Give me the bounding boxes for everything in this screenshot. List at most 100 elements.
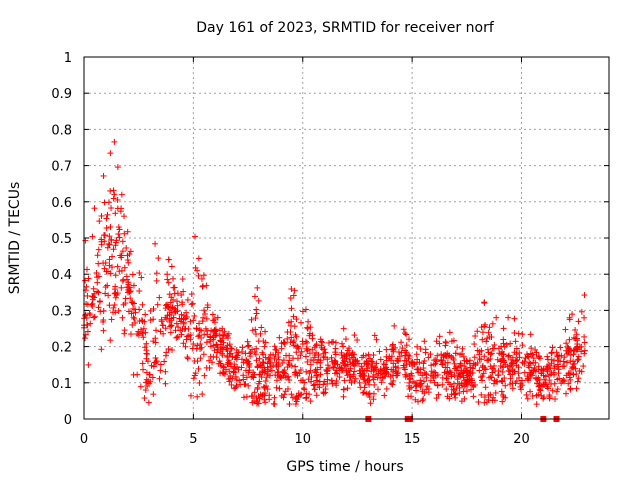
data-point [371, 352, 377, 358]
data-point [237, 382, 243, 388]
data-point [107, 188, 113, 194]
data-point [167, 291, 173, 297]
data-point [423, 350, 429, 356]
data-point [520, 342, 526, 348]
data-point [107, 150, 113, 156]
data-point [122, 265, 128, 271]
data-point [173, 335, 179, 341]
data-point [119, 315, 125, 321]
data-point [404, 342, 410, 348]
data-point [340, 344, 346, 350]
data-point [288, 295, 294, 301]
data-point [567, 387, 573, 393]
y-tick-label: 0.7 [51, 160, 72, 175]
data-point [103, 216, 109, 222]
data-point [541, 394, 547, 400]
data-point [286, 401, 292, 407]
data-point [142, 395, 148, 401]
data-point [187, 319, 193, 325]
data-point [557, 345, 563, 351]
x-tick-label: 5 [189, 432, 197, 447]
data-point [191, 313, 197, 319]
data-point [435, 383, 441, 389]
data-point [254, 285, 260, 291]
data-point [340, 394, 346, 400]
data-point [116, 308, 122, 314]
data-point [103, 284, 109, 290]
data-point [490, 321, 496, 327]
data-point [164, 316, 170, 322]
data-point [312, 381, 318, 387]
data-point [95, 252, 101, 258]
data-point [314, 392, 320, 398]
data-point [341, 378, 347, 384]
data-point [118, 208, 124, 214]
data-point [82, 335, 88, 341]
data-point [85, 362, 91, 368]
data-point [196, 366, 202, 372]
data-point [190, 301, 196, 307]
data-point [274, 385, 280, 391]
data-point [157, 368, 163, 374]
data-point [303, 353, 309, 359]
data-point [439, 361, 445, 367]
data-point [185, 297, 191, 303]
data-point [107, 337, 113, 343]
data-point [574, 386, 580, 392]
data-point [142, 344, 148, 350]
data-point [475, 399, 481, 405]
data-point [561, 363, 567, 369]
data-point [561, 354, 567, 360]
data-point [189, 291, 195, 297]
data-point [291, 292, 297, 298]
data-point [101, 173, 107, 179]
data-point [84, 293, 90, 299]
data-point [414, 351, 420, 357]
y-axis-ticks: 00.10.20.30.40.50.60.70.80.91 [51, 51, 609, 428]
data-point [199, 284, 205, 290]
data-point [484, 335, 490, 341]
data-point [384, 386, 390, 392]
data-point [242, 350, 248, 356]
data-point [343, 336, 349, 342]
data-point [398, 339, 404, 345]
data-point [288, 391, 294, 397]
data-point [239, 344, 245, 350]
data-point [104, 212, 110, 218]
data-point [580, 363, 586, 369]
data-point [414, 367, 420, 373]
data-point [341, 387, 347, 393]
data-point [289, 363, 295, 369]
data-point [329, 381, 335, 387]
data-point [196, 255, 202, 261]
data-point [528, 331, 534, 337]
data-point [201, 332, 207, 338]
data-point [123, 295, 129, 301]
data-point [483, 384, 489, 390]
data-point [292, 364, 298, 370]
data-point [255, 386, 261, 392]
data-point [263, 378, 269, 384]
data-point [406, 336, 412, 342]
data-point [190, 317, 196, 323]
data-point [164, 276, 170, 282]
data-point [184, 354, 190, 360]
data-point [104, 283, 110, 289]
data-point [484, 357, 490, 363]
data-point [125, 260, 131, 266]
data-point [576, 354, 582, 360]
data-point [128, 331, 134, 337]
data-point [476, 368, 482, 374]
data-point [501, 325, 507, 331]
data-point [143, 341, 149, 347]
data-point [246, 343, 252, 349]
y-tick-label: 0.8 [51, 123, 72, 138]
data-point [153, 355, 159, 361]
data-point [426, 386, 432, 392]
data-point [530, 393, 536, 399]
data-point [82, 238, 88, 244]
data-point [119, 268, 125, 274]
data-point [111, 187, 117, 193]
data-point [564, 360, 570, 366]
data-point [96, 218, 102, 224]
